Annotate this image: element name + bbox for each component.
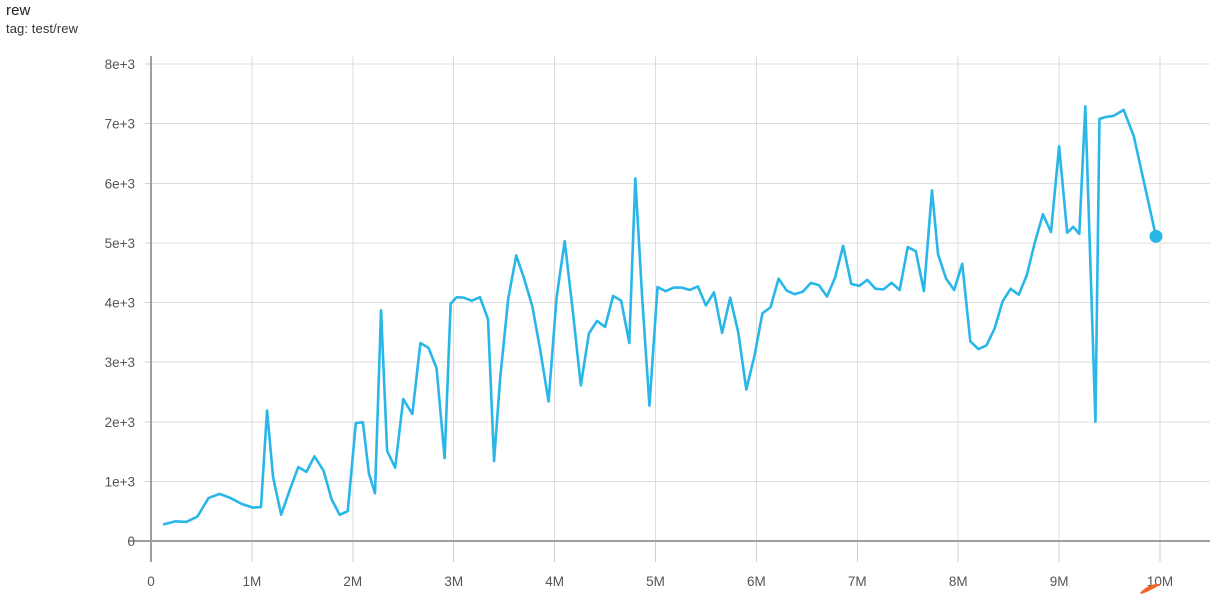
- y-gridlines: [145, 63, 1210, 482]
- y-axis-tick-label: 1e+3: [105, 474, 135, 489]
- x-axis-tick-label: 5M: [646, 574, 665, 589]
- x-axis-tick-label: 7M: [848, 574, 867, 589]
- y-axis-tick-label: 3e+3: [105, 355, 135, 370]
- data-series-line: [162, 105, 1158, 526]
- x-axis-tick-label: 4M: [545, 574, 564, 589]
- x-axis-tick-label: 3M: [444, 574, 463, 589]
- x-axis-tick-label: 6M: [747, 574, 766, 589]
- y-axis-tick-label: 6e+3: [105, 176, 135, 191]
- x-tickmarks: [150, 541, 1161, 562]
- chart-tag-label: tag: test/rew: [6, 20, 79, 36]
- x-axis-tick-label: 10M: [1147, 574, 1173, 589]
- y-axis-tick-label: 7e+3: [105, 117, 135, 132]
- x-axis-tick-labels: 0 1M 2M 3M 4M 5M 6M 7M 8M 9M 10M: [147, 574, 1173, 589]
- x-axis-tick-label: 0: [147, 574, 155, 589]
- y-axis-tick-label: 0: [127, 534, 135, 549]
- x-gridlines: [251, 56, 1161, 541]
- y-axis-tick-label: 2e+3: [105, 415, 135, 430]
- filled-circle-marker[interactable]: [1149, 229, 1163, 243]
- x-axis-tick-label: 8M: [949, 574, 968, 589]
- x-axis-tick-label: 1M: [243, 574, 262, 589]
- y-axis-tick-label: 4e+3: [105, 296, 135, 311]
- y-axis-tick-label: 5e+3: [105, 236, 135, 251]
- chart-header: rew tag: test/rew: [6, 2, 78, 37]
- y-axis-tick-label: 8e+3: [105, 57, 135, 72]
- x-axis-tick-label: 2M: [343, 574, 362, 589]
- page-title: rew: [6, 2, 31, 19]
- x-axis-tick-label: 9M: [1050, 574, 1069, 589]
- y-axis-tick-labels: 0 1e+3 2e+3 3e+3 4e+3 5e+3 6e+3 7e+3 8e+3: [105, 57, 135, 549]
